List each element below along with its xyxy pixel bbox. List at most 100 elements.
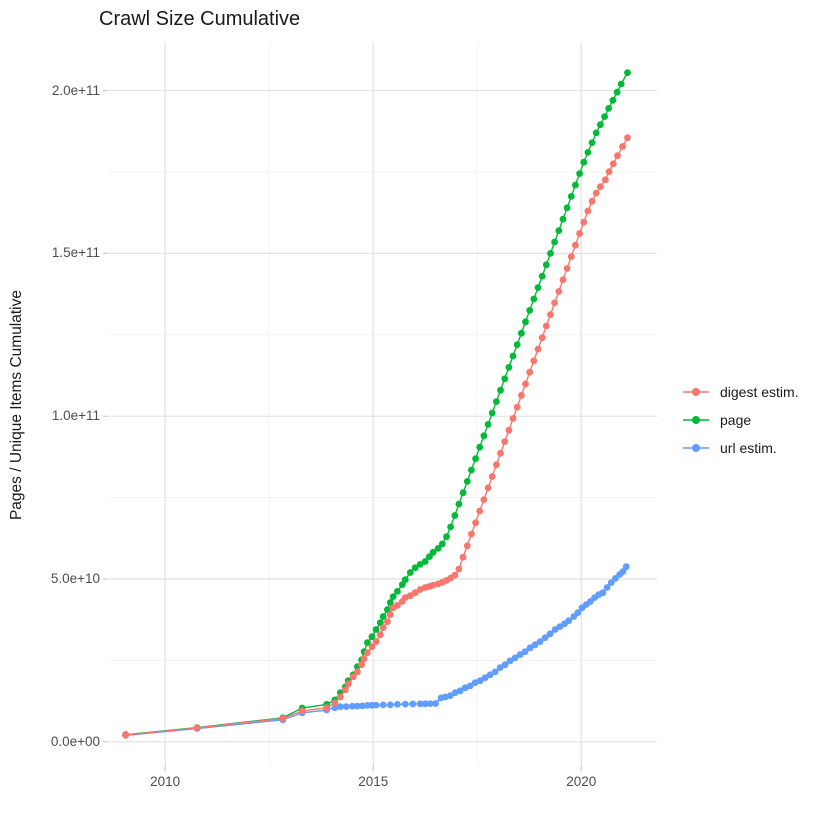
data-point xyxy=(518,329,525,337)
data-point xyxy=(331,704,339,712)
data-point xyxy=(456,687,464,695)
data-point xyxy=(421,700,429,708)
data-point xyxy=(416,700,424,708)
data-point xyxy=(491,668,499,676)
data-point xyxy=(567,253,575,260)
data-point xyxy=(480,496,488,503)
data-point xyxy=(542,322,550,330)
data-point xyxy=(530,295,538,303)
data-point xyxy=(622,563,630,571)
data-point xyxy=(538,334,546,342)
data-point xyxy=(411,589,419,597)
data-point xyxy=(493,398,500,405)
data-point xyxy=(429,548,437,556)
data-point xyxy=(493,461,500,469)
data-point xyxy=(522,380,529,388)
series-line xyxy=(125,566,627,737)
data-point xyxy=(344,680,352,688)
data-point xyxy=(394,588,401,595)
data-point xyxy=(488,409,496,417)
data-point xyxy=(509,352,517,360)
y-axis-tick-label: 5.0e+10 xyxy=(50,571,100,587)
data-point xyxy=(521,648,529,656)
data-point xyxy=(386,599,394,606)
data-point xyxy=(603,584,611,591)
data-point xyxy=(597,183,604,191)
data-point xyxy=(472,519,479,527)
data-point xyxy=(368,633,376,641)
data-point xyxy=(534,284,542,291)
data-point xyxy=(516,651,524,658)
data-point xyxy=(518,392,525,399)
series-line xyxy=(125,137,629,736)
data-point xyxy=(592,129,600,137)
data-point xyxy=(446,692,454,700)
data-point xyxy=(551,238,558,246)
data-point xyxy=(463,542,471,550)
data-point xyxy=(481,674,489,682)
y-axis-tick-label: 1.5e+11 xyxy=(51,245,100,261)
data-point xyxy=(538,272,546,280)
data-point xyxy=(513,403,521,411)
data-point xyxy=(541,634,549,642)
data-point xyxy=(619,143,626,150)
data-point xyxy=(511,654,519,662)
data-point xyxy=(279,715,287,722)
data-point xyxy=(497,386,504,394)
legend-item-page: page xyxy=(683,406,799,434)
data-point xyxy=(617,80,625,88)
data-point xyxy=(567,193,575,200)
data-point xyxy=(349,673,357,681)
legend-item-digest-estim: digest estim. xyxy=(683,378,799,406)
data-point xyxy=(609,96,617,104)
data-point xyxy=(607,579,615,586)
data-point xyxy=(432,700,439,707)
data-point xyxy=(379,624,387,631)
x-axis-tick-label: 2020 xyxy=(566,774,597,789)
legend-item-label: url estim. xyxy=(720,440,777,456)
data-point xyxy=(438,540,446,548)
gridlines-minor xyxy=(109,42,657,766)
data-point xyxy=(468,530,475,538)
data-point xyxy=(584,207,592,215)
legend: digest estim. page url estim. xyxy=(683,378,799,462)
data-point xyxy=(605,105,613,112)
data-point xyxy=(376,631,384,639)
data-point xyxy=(364,639,371,646)
series-url-estim xyxy=(122,563,630,739)
data-point xyxy=(337,703,344,711)
data-point xyxy=(506,657,514,665)
data-point xyxy=(588,139,596,147)
data-point xyxy=(576,230,583,237)
data-point xyxy=(459,553,467,561)
data-point xyxy=(342,703,350,710)
data-point xyxy=(394,602,401,609)
series-digest-estim xyxy=(122,134,631,739)
data-point xyxy=(122,731,129,739)
data-point xyxy=(389,593,397,600)
data-point xyxy=(505,426,513,434)
axis-tick-marks xyxy=(103,89,582,771)
data-point xyxy=(572,181,579,189)
data-point xyxy=(451,512,459,519)
data-point xyxy=(416,561,424,568)
data-point xyxy=(443,533,450,541)
data-point xyxy=(468,466,475,474)
data-point xyxy=(480,432,488,440)
data-point xyxy=(398,581,406,588)
data-point xyxy=(559,215,567,223)
data-point xyxy=(360,655,368,663)
data-point xyxy=(384,606,391,614)
data-point xyxy=(531,641,539,649)
data-point xyxy=(358,661,365,669)
data-point xyxy=(406,569,414,576)
data-point xyxy=(451,571,459,579)
data-point xyxy=(368,643,376,651)
data-point xyxy=(463,478,471,485)
data-point xyxy=(536,638,544,645)
data-point xyxy=(476,443,484,451)
data-point xyxy=(394,701,401,708)
data-point xyxy=(592,189,600,197)
x-axis-tick-label: 2015 xyxy=(358,774,389,789)
